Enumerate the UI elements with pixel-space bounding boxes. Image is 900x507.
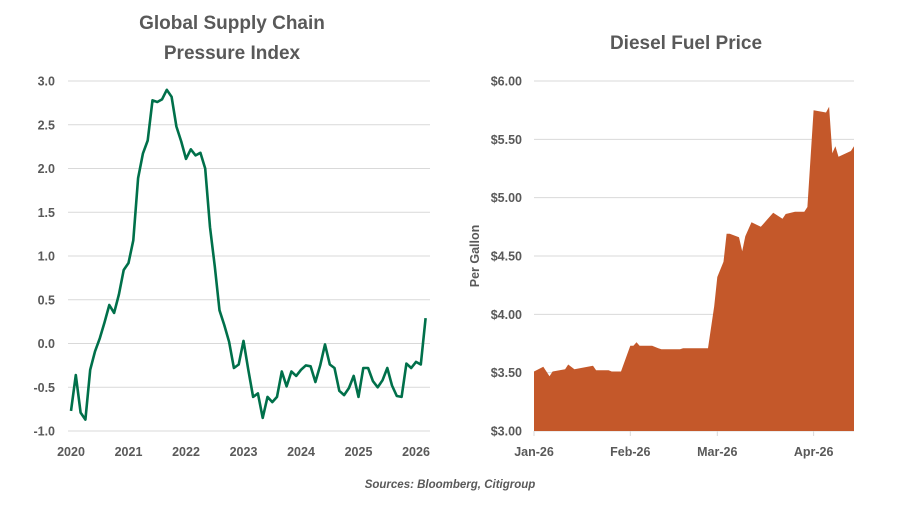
gscpi-y-tick-label: 0.0: [38, 337, 55, 351]
diesel-chart: Diesel Fuel Price Per Gallon $6.00 $5.50 $…: [468, 33, 854, 459]
diesel-x-tick-label: Jan-26: [514, 445, 554, 459]
gscpi-y-tick-label: 1.5: [38, 206, 55, 220]
diesel-y-tick-label: $5.00: [491, 191, 522, 205]
diesel-y-tick-label: $5.50: [491, 133, 522, 147]
diesel-x-tick-label: Feb-26: [610, 445, 650, 459]
gscpi-y-tick-label: -0.5: [33, 381, 55, 395]
gscpi-y-tick-label: 2.0: [38, 162, 55, 176]
source-note: Sources: Bloomberg, Citigroup: [365, 479, 536, 491]
gscpi-x-tick-label: 2022: [172, 445, 200, 459]
gscpi-chart: Global Supply Chain Pressure Index 3.0 2.…: [33, 13, 430, 459]
diesel-price-area: [534, 106, 854, 431]
gscpi-x-tick-label: 2023: [230, 445, 258, 459]
diesel-y-axis-label: Per Gallon: [468, 225, 482, 288]
gscpi-y-tick-label: 3.0: [38, 75, 55, 89]
gscpi-y-tick-label: 0.5: [38, 293, 55, 307]
diesel-y-tick-label: $6.00: [491, 75, 522, 89]
diesel-y-tick-label: $3.50: [491, 366, 522, 380]
gscpi-y-tick-label: 1.0: [38, 250, 55, 264]
diesel-y-tick-label: $4.50: [491, 250, 522, 264]
gscpi-title-line-1: Global Supply Chain: [139, 13, 325, 34]
diesel-y-tick-label: $3.00: [491, 425, 522, 439]
gscpi-y-tick-label: -1.0: [33, 425, 55, 439]
gscpi-title-line-2: Pressure Index: [164, 43, 301, 64]
gscpi-x-tick-label: 2024: [287, 445, 315, 459]
diesel-x-tick-label: Apr-26: [794, 445, 834, 459]
gscpi-y-tick-label: 2.5: [38, 118, 55, 132]
diesel-y-tick-label: $4.00: [491, 308, 522, 322]
gscpi-series-line: [69, 88, 427, 421]
gscpi-x-tick-label: 2026: [402, 445, 430, 459]
diesel-title: Diesel Fuel Price: [610, 33, 762, 54]
gscpi-x-tick-label: 2025: [345, 445, 373, 459]
gscpi-x-tick-label: 2021: [115, 445, 143, 459]
diesel-x-tick-label: Mar-26: [697, 445, 737, 459]
gscpi-x-tick-label: 2020: [57, 445, 85, 459]
